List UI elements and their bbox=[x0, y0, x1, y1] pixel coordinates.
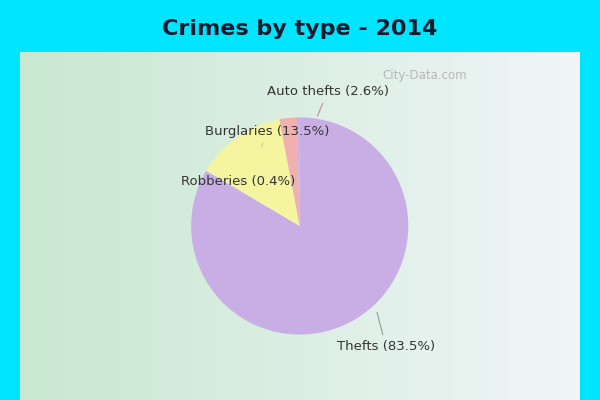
Text: Auto thefts (2.6%): Auto thefts (2.6%) bbox=[266, 85, 389, 116]
Text: Burglaries (13.5%): Burglaries (13.5%) bbox=[205, 125, 329, 147]
Text: Robberies (0.4%): Robberies (0.4%) bbox=[181, 175, 296, 188]
Text: Crimes by type - 2014: Crimes by type - 2014 bbox=[162, 18, 437, 39]
Wedge shape bbox=[206, 119, 300, 226]
Wedge shape bbox=[297, 118, 300, 226]
Wedge shape bbox=[191, 118, 408, 334]
Wedge shape bbox=[280, 118, 300, 226]
Text: Thefts (83.5%): Thefts (83.5%) bbox=[337, 312, 435, 353]
Text: City-Data.com: City-Data.com bbox=[382, 70, 467, 82]
